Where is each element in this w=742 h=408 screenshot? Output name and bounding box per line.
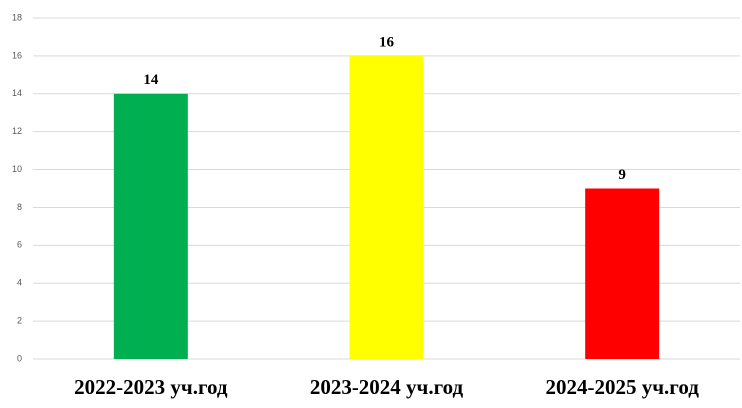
bar [349,55,424,360]
y-tick-label: 12 [12,126,22,136]
data-label: 14 [143,72,159,88]
x-tick-label: 2022-2023 уч.год [74,375,228,399]
y-tick-label: 10 [12,164,22,174]
bar [113,93,188,360]
y-tick-label: 8 [17,202,22,212]
y-tick-label: 18 [12,12,22,22]
y-tick-label: 4 [17,278,22,288]
x-tick-label: 2023-2024 уч.год [310,375,464,399]
y-tick-label: 0 [17,353,22,363]
data-label: 16 [379,34,395,50]
y-tick-label: 14 [12,88,22,98]
x-tick-label: 2024-2025 уч.год [545,375,699,399]
y-tick-label: 6 [17,240,22,250]
bar [585,188,660,359]
y-tick-label: 16 [12,50,22,60]
data-label: 9 [618,167,626,183]
y-tick-label: 2 [17,315,22,325]
